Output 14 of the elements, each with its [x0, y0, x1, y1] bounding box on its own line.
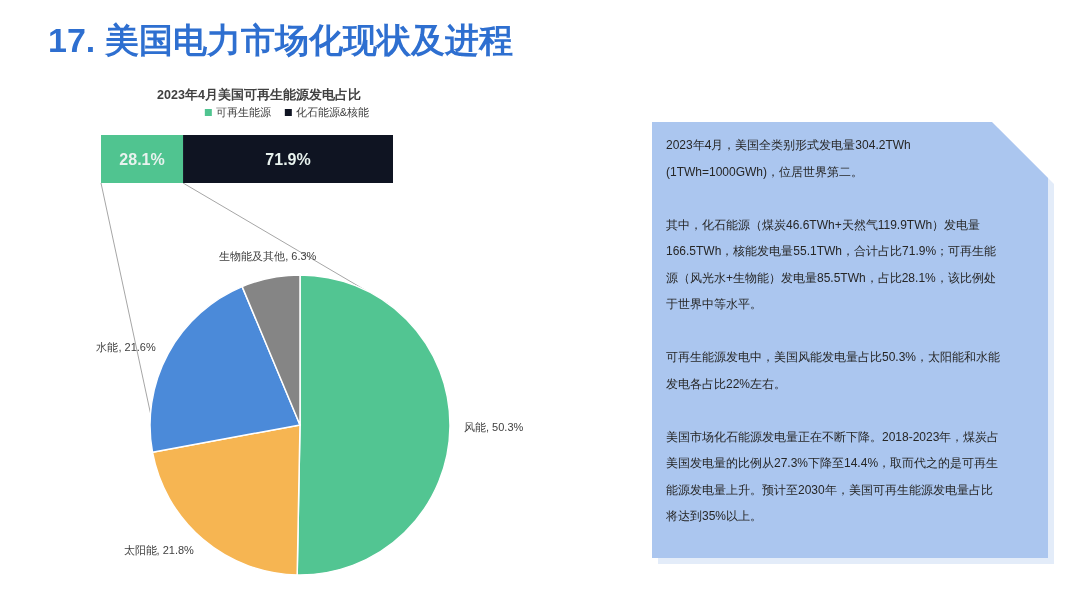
slice-label: 太阳能, 21.8%: [123, 544, 195, 557]
legend-label: 化石能源&核能: [295, 106, 370, 118]
data-label: 71.9%: [265, 151, 311, 168]
slice-label: 生物能及其他, 6.3%: [219, 250, 317, 263]
slice-label: 风能, 50.3%: [463, 420, 524, 433]
slice-label: 水能, 21.6%: [96, 340, 156, 353]
text: 可再生能源发电中，美国风能发电量占比50.3%，太阳能和水能发电各占比22%左右。: [666, 350, 1001, 391]
text: 美国市场化石能源发电量正在不断下降。2018-2023年，煤炭占美国发电量的比例从27.3%下降至14.4%，取而代之的是可再生能源发电量上升。预计至2030年，美国可再生能源发电量占比将达到35%以上。: [665, 429, 1000, 523]
text: 其中，化石能源（煤炭46.6TWh+天然气119.9TWh）发电量166.5TWh，核能发电量55.1TWh，合计占比71.9%；可再生能源（风光水+生物能）发电量85.5TWh，占比28.1%，该比例处于世界中等水平。: [666, 217, 997, 311]
data-label: 28.1%: [119, 151, 165, 168]
text: 17. 美国电力市场化现状及进程: [48, 21, 513, 59]
text: 2023年4月，美国全类别形式发电量304.2TWh (1TWh=1000GWh)，位居世界第二。: [666, 138, 911, 179]
legend-label: 可再生能源: [215, 106, 271, 118]
chart-title: 2023年4月美国可再生能源发电占比: [157, 87, 361, 102]
